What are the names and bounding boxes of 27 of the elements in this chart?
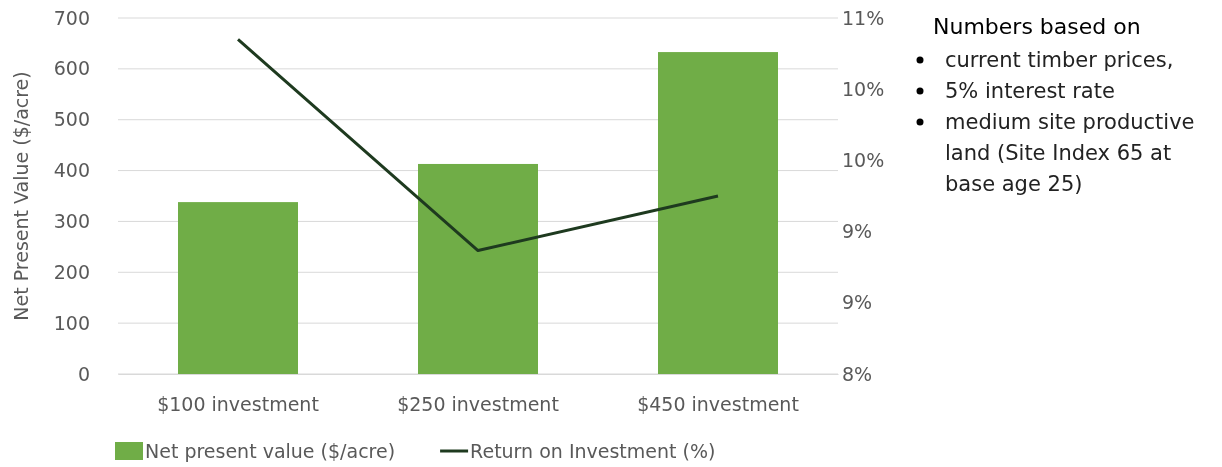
y2-tick-label: 10%: [842, 77, 885, 100]
y-tick-label: 100: [53, 311, 90, 334]
y2-tick-label: 9%: [842, 220, 873, 243]
y2-tick-label: 11%: [842, 6, 885, 29]
y-axis-title: Net Present Value ($/acre): [10, 71, 32, 321]
y2-tick-label: 8%: [842, 362, 873, 385]
text: 5% interest rate: [945, 79, 1115, 104]
y-tick-label: 600: [53, 57, 90, 80]
y2-tick-label: 9%: [842, 291, 873, 314]
y-tick-label: 300: [53, 210, 90, 233]
x-tick-label: $100 investment: [157, 393, 319, 416]
y-tick-label: 400: [53, 159, 90, 182]
x-tick-label: $450 investment: [637, 393, 799, 416]
y-tick-label: 0: [77, 362, 90, 385]
bar: [418, 163, 538, 374]
legend-label: Net present value ($/acre): [145, 439, 396, 462]
x-tick-label: $250 investment: [397, 393, 559, 416]
y2-tick-label: 10%: [842, 148, 885, 171]
y-tick-label: 700: [53, 6, 90, 29]
text: current timber prices,: [945, 48, 1174, 73]
y-tick-label: 200: [53, 260, 90, 283]
bar: [178, 202, 298, 374]
y-tick-label: 500: [53, 108, 90, 131]
text: medium site productive land (Site Index 65 at base age 25): [945, 110, 1195, 197]
legend-label: Return on Investment (%): [470, 439, 716, 462]
text: Numbers based on: [933, 13, 1141, 39]
bar: [658, 52, 778, 374]
